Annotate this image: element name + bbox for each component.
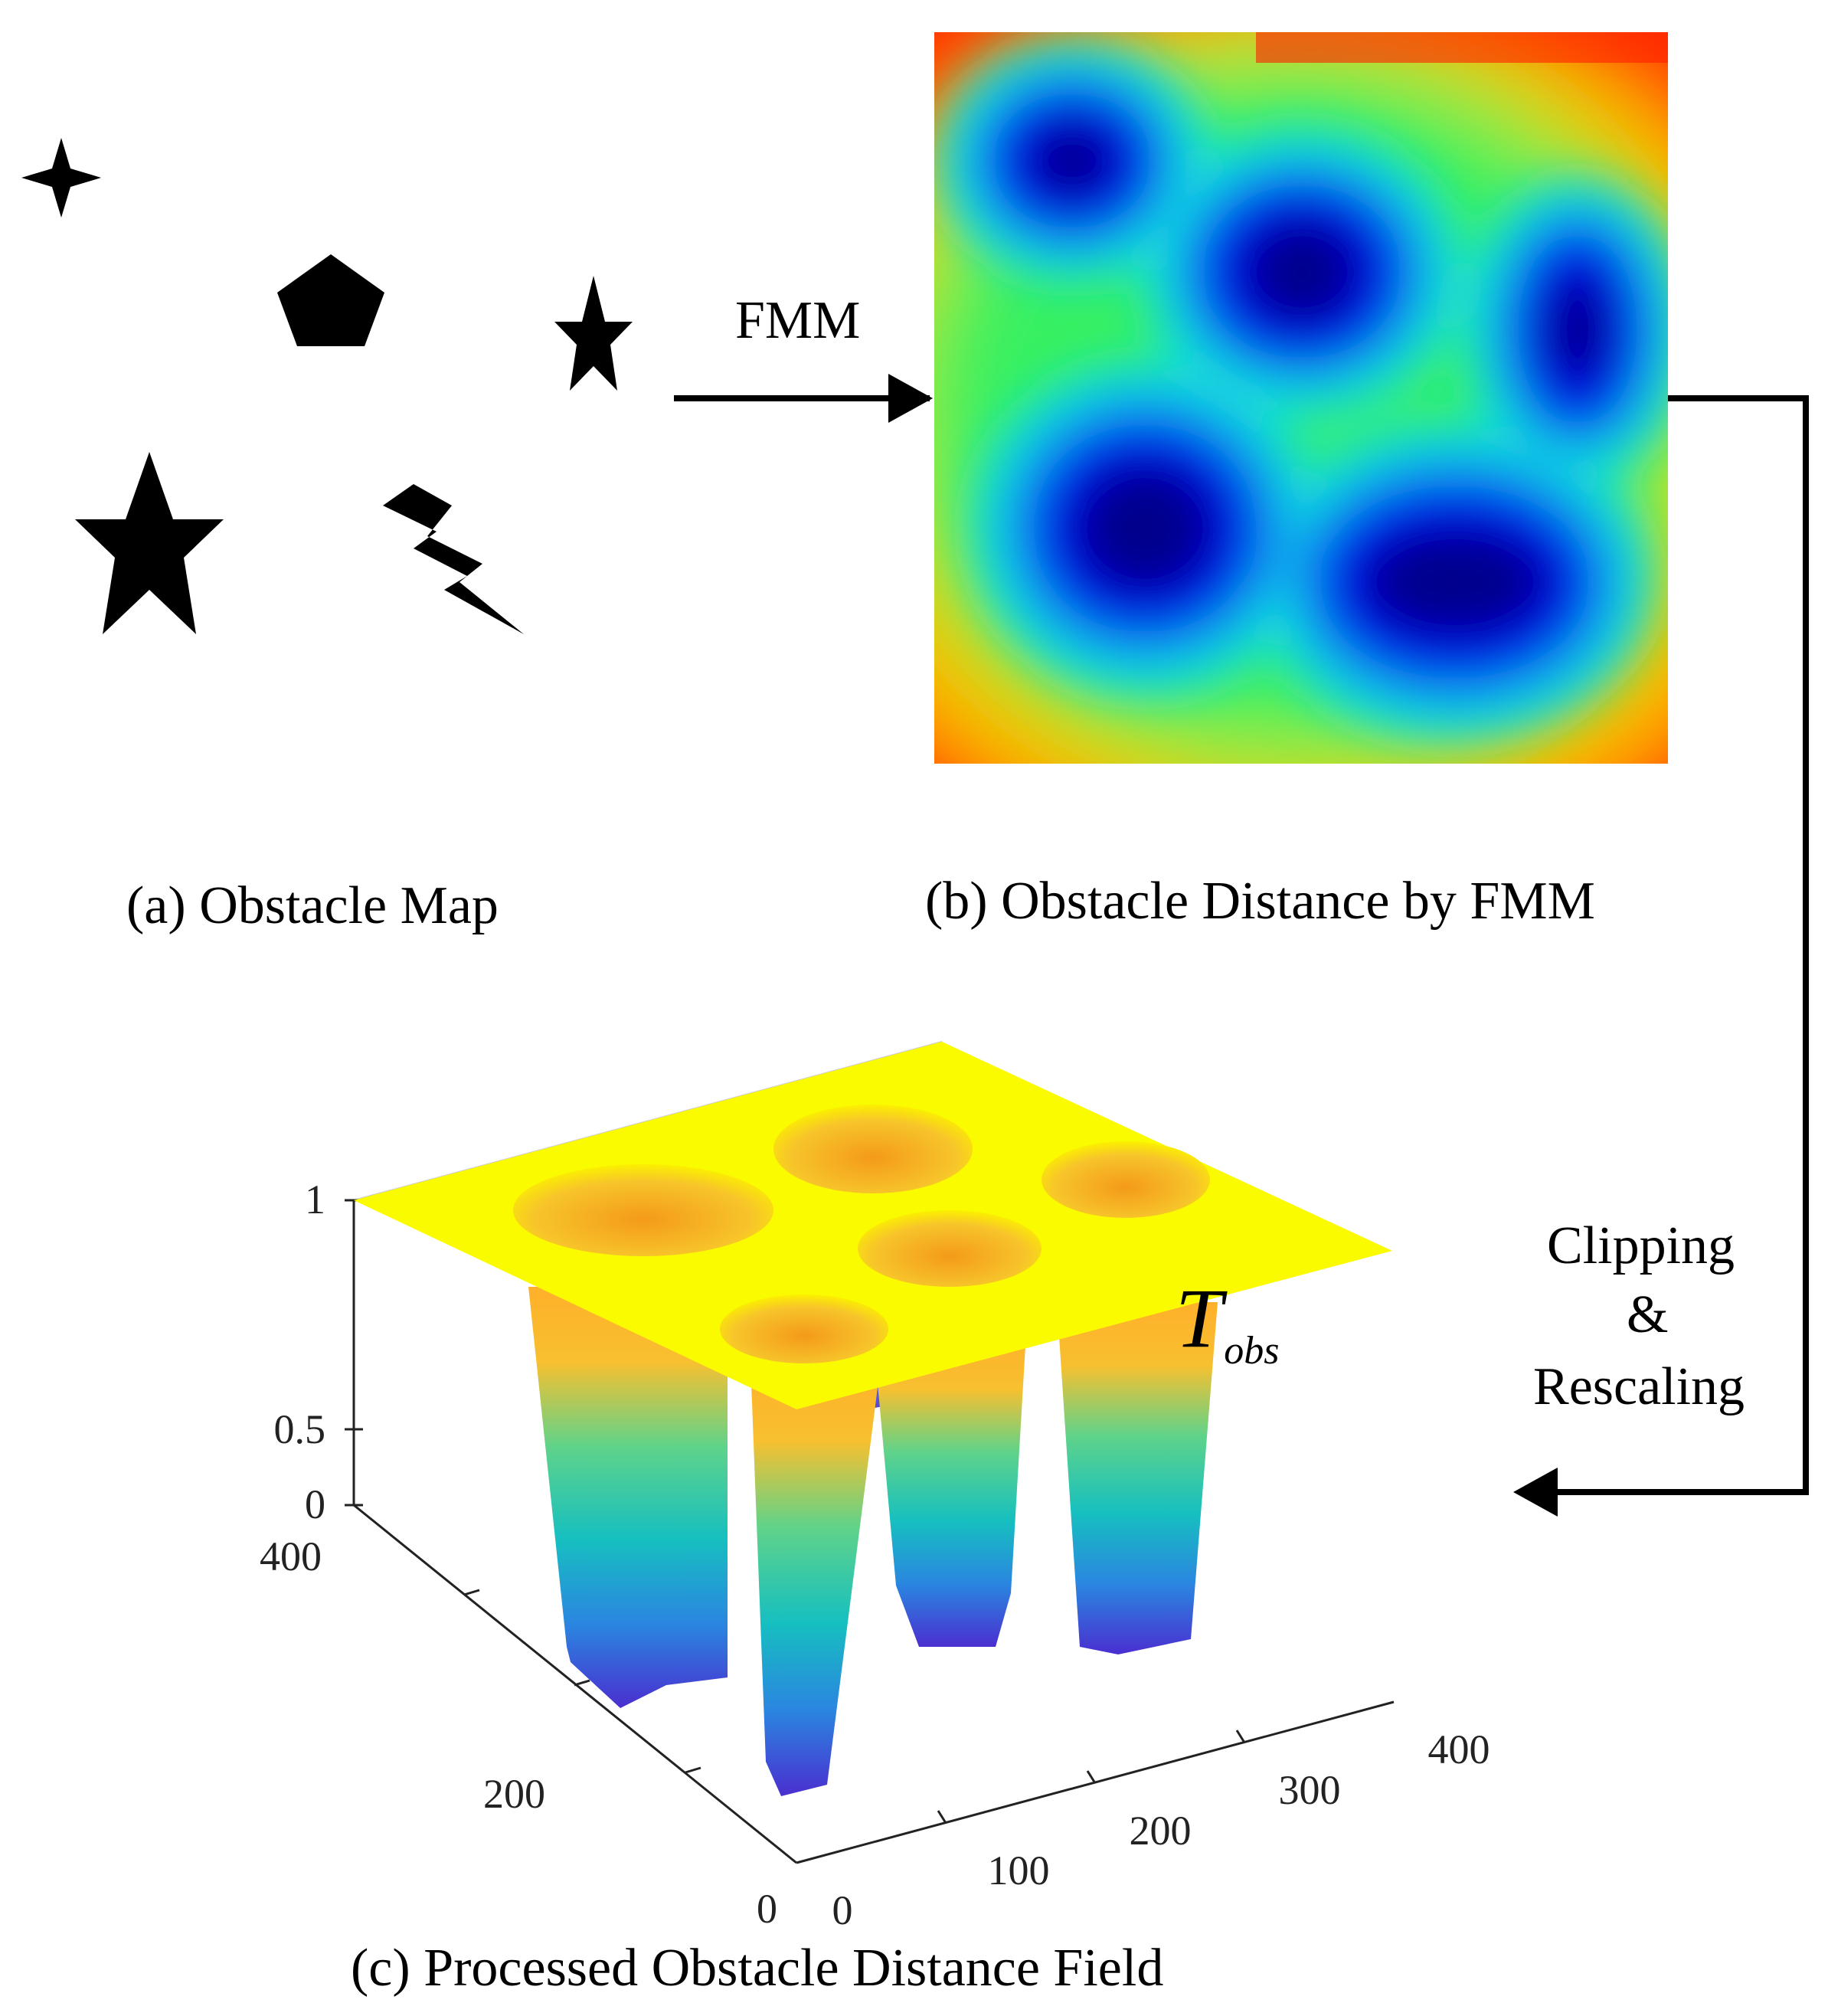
z-tick: 0.5 [274, 1406, 326, 1452]
well-center [873, 1333, 1026, 1647]
clip-label-line2: & [1627, 1285, 1669, 1344]
y-tick: 0 [757, 1886, 777, 1932]
x-tick: 400 [1428, 1726, 1490, 1772]
y-tick: 400 [260, 1533, 322, 1579]
distance-map [934, 32, 1668, 764]
pit-2 [773, 1105, 973, 1193]
four-point-star-obstacle [21, 138, 101, 218]
well-right [1057, 1302, 1218, 1654]
x-tick: 0 [832, 1887, 853, 1933]
z-tick: 1 [305, 1177, 325, 1222]
clip-label-line3: Rescaling [1533, 1357, 1745, 1416]
x-tick: 300 [1279, 1767, 1341, 1813]
fmm-arrow-head [888, 374, 933, 423]
t-obs-label: Tobs [1176, 1271, 1279, 1373]
caption-a: (a) Obstacle Map [126, 876, 499, 935]
obstacle-map [21, 138, 633, 634]
fmm-label: FMM [735, 291, 861, 350]
z-tick: 0 [305, 1481, 325, 1527]
pit-3 [1042, 1141, 1210, 1218]
pit-1 [513, 1164, 773, 1256]
clip-arrow-head [1513, 1468, 1558, 1517]
lightning-obstacle [383, 484, 524, 634]
clip-label-line1: Clipping [1547, 1216, 1735, 1275]
large-star-obstacle [75, 452, 224, 634]
x-tick: 100 [988, 1847, 1050, 1893]
surface-plot: 1 0.5 0 400 200 0 0 100 200 300 400 Tobs [260, 1041, 1490, 1933]
surface-top-plane [354, 1042, 1392, 1409]
well-front [750, 1363, 881, 1796]
caption-c: (c) Processed Obstacle Distance Field [351, 1939, 1164, 1998]
pit-5 [720, 1294, 888, 1363]
clip-connector [1532, 395, 1809, 1495]
caption-b: (b) Obstacle Distance by FMM [925, 872, 1595, 931]
well-left [528, 1287, 728, 1708]
plot-axes [345, 1199, 1395, 1864]
t-obs-main: T [1176, 1271, 1228, 1365]
small-star-obstacle [554, 276, 633, 391]
pit-4 [858, 1210, 1042, 1287]
t-obs-sub: obs [1224, 1329, 1279, 1373]
x-tick: 200 [1130, 1808, 1192, 1854]
y-tick: 200 [483, 1771, 545, 1817]
pentagon-obstacle [277, 254, 384, 346]
